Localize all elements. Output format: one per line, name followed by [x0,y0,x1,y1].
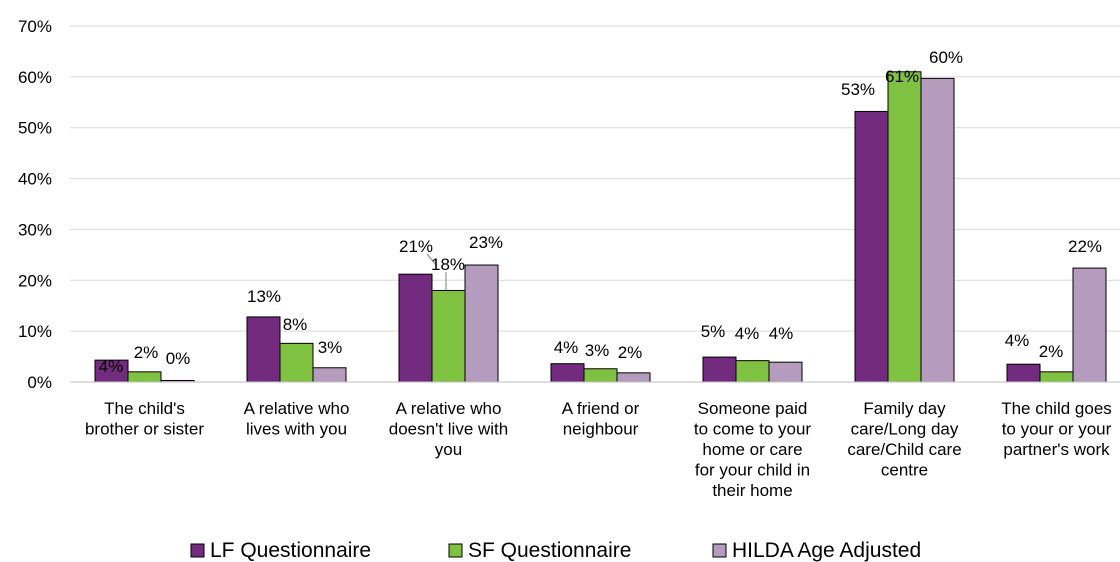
data-label: 0% [166,349,191,368]
data-label: 21% [399,237,433,256]
data-label: 4% [735,324,760,343]
bar [464,264,499,383]
x-tick-label: The child's brother or sister [85,399,204,439]
bar [1072,267,1107,383]
x-tick-label: Someone paid to come to your home or care f… [694,399,812,500]
y-tick-label: 10% [18,322,52,341]
bar [127,371,162,383]
legend: LF Questionnaire SF Questionnaire HILDA Ag… [190,539,921,562]
data-label: 13% [247,287,281,306]
bar [583,368,618,383]
data-label: 18% [431,255,465,274]
legend-swatch [712,543,727,558]
y-tick-label: 60% [18,68,52,87]
bar [398,273,433,383]
y-tick-label: 0% [27,373,52,392]
legend-label: HILDA Age Adjusted [732,539,921,562]
legend-swatch [190,543,205,558]
data-label: 4% [554,338,579,357]
bar [854,110,889,383]
y-tick-label: 50% [18,119,52,138]
data-label: 4% [769,324,794,343]
data-label: 5% [701,322,726,341]
data-label: 2% [134,343,159,362]
bar [768,361,803,383]
bar [279,342,314,383]
bar [920,77,955,383]
data-label: 23% [469,233,503,252]
data-label: 8% [283,315,308,334]
data-labels: 4% 2% 0% 13%8% 3% 21%18%23% 4% 3% 2% 5% 4% 4% 53% 61%… [99,48,1102,376]
legend-swatch [448,543,463,558]
legend-label: SF Questionnaire [468,539,631,562]
data-label: 4% [99,357,124,376]
x-tick-label: A relative who lives with you [244,399,350,439]
data-label: 3% [585,341,610,360]
x-tick-label: A relative who doesn't live with you [389,399,508,459]
leader-lines [426,253,447,290]
y-axis: 0% 10% 20% 30% 40% 50% 60% 70% [18,17,52,392]
bar [1039,371,1074,383]
data-label: 3% [318,338,343,357]
bar [431,289,466,383]
legend-label: LF Questionnaire [210,539,371,562]
bar [312,367,347,383]
bar [550,363,585,383]
y-tick-label: 40% [18,170,52,189]
x-tick-label: A friend or neighbour [562,399,640,439]
data-label: 2% [1039,342,1064,361]
leader-line [426,253,438,267]
bar [702,356,737,383]
x-tick-label: The child goes to your or your partner's w… [1001,399,1112,459]
bar [246,316,281,383]
bars [94,71,1107,383]
data-label: 2% [618,343,643,362]
data-label: 53% [841,80,875,99]
data-label: 60% [929,48,963,67]
data-label: 22% [1068,237,1102,256]
data-label: 4% [1005,331,1030,350]
x-axis: The child's brother or sister A relative w… [70,381,1120,500]
bar [735,360,770,383]
data-label: 61% [885,67,919,86]
y-tick-label: 70% [18,17,52,36]
y-tick-label: 20% [18,271,52,290]
x-tick-label: Family day care/Long day care/Child care ce… [847,399,961,480]
y-tick-label: 30% [18,220,52,239]
bar [887,71,922,383]
bar [616,372,651,383]
gridlines [70,25,1120,332]
bar [1006,363,1041,383]
